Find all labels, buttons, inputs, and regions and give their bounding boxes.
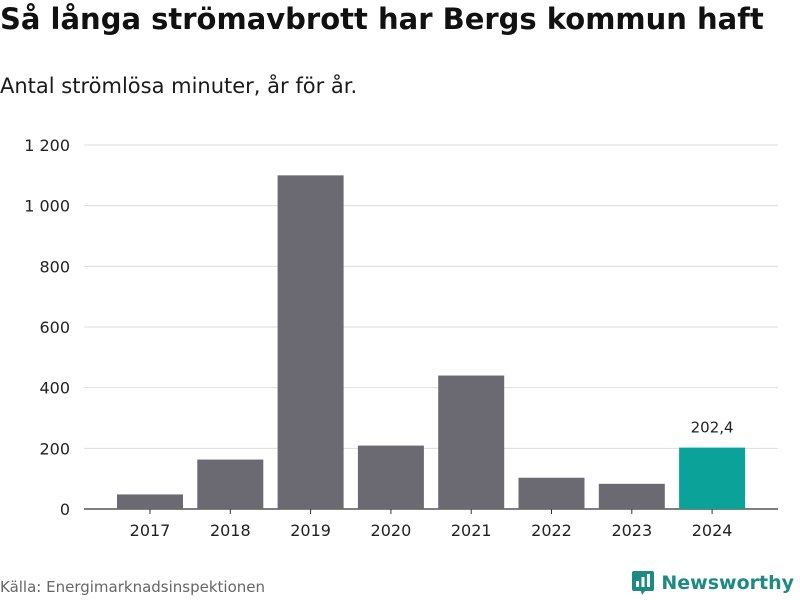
y-tick-label: 1 200 bbox=[24, 136, 70, 155]
y-tick-label: 800 bbox=[39, 257, 70, 276]
bar-chart: 0 200 400 600 800 1 000 1 200 2017 2018 2019 2020 2… bbox=[24, 136, 778, 540]
bar-2021 bbox=[438, 375, 505, 509]
x-tick-label: 2019 bbox=[290, 521, 331, 540]
x-tick-label: 2018 bbox=[210, 521, 251, 540]
y-tick-label: 600 bbox=[39, 318, 70, 337]
chart-title: Så långa strömavbrott har Bergs kommun h… bbox=[0, 2, 764, 36]
brand-logo: Newsworthy bbox=[631, 570, 794, 596]
bar-2017 bbox=[117, 494, 183, 509]
bar-2020 bbox=[357, 445, 424, 509]
x-tick-label: 2024 bbox=[692, 521, 733, 540]
bar-2023 bbox=[598, 483, 665, 509]
labels: 0 200 400 600 800 1 000 1 200 2017 2018 2019 2020 2… bbox=[24, 136, 733, 540]
y-tick-label: 200 bbox=[39, 439, 70, 458]
bar-2019 bbox=[277, 175, 344, 510]
bar-2022 bbox=[518, 477, 585, 509]
newsworthy-logo-icon bbox=[632, 571, 655, 595]
x-tick-label: 2023 bbox=[611, 521, 652, 540]
source-note: Källa: Energimarknadsinspektionen bbox=[0, 578, 266, 596]
bars bbox=[117, 175, 746, 510]
bar-2024 bbox=[679, 447, 746, 509]
chart-subtitle: Antal strömlösa minuter, år för år. bbox=[0, 74, 358, 98]
x-tick-label: 2021 bbox=[451, 521, 492, 540]
x-tick-label: 2020 bbox=[371, 521, 412, 540]
gridlines bbox=[84, 144, 778, 514]
data-label: 202,4 bbox=[691, 419, 734, 437]
y-tick-label: 1 000 bbox=[24, 197, 70, 216]
y-tick-label: 400 bbox=[39, 379, 70, 398]
brand-name: Newsworthy bbox=[661, 572, 794, 594]
x-tick-label: 2022 bbox=[531, 521, 572, 540]
x-tick-label: 2017 bbox=[130, 521, 171, 540]
bar-2018 bbox=[197, 459, 264, 509]
y-tick-label: 0 bbox=[60, 500, 70, 519]
